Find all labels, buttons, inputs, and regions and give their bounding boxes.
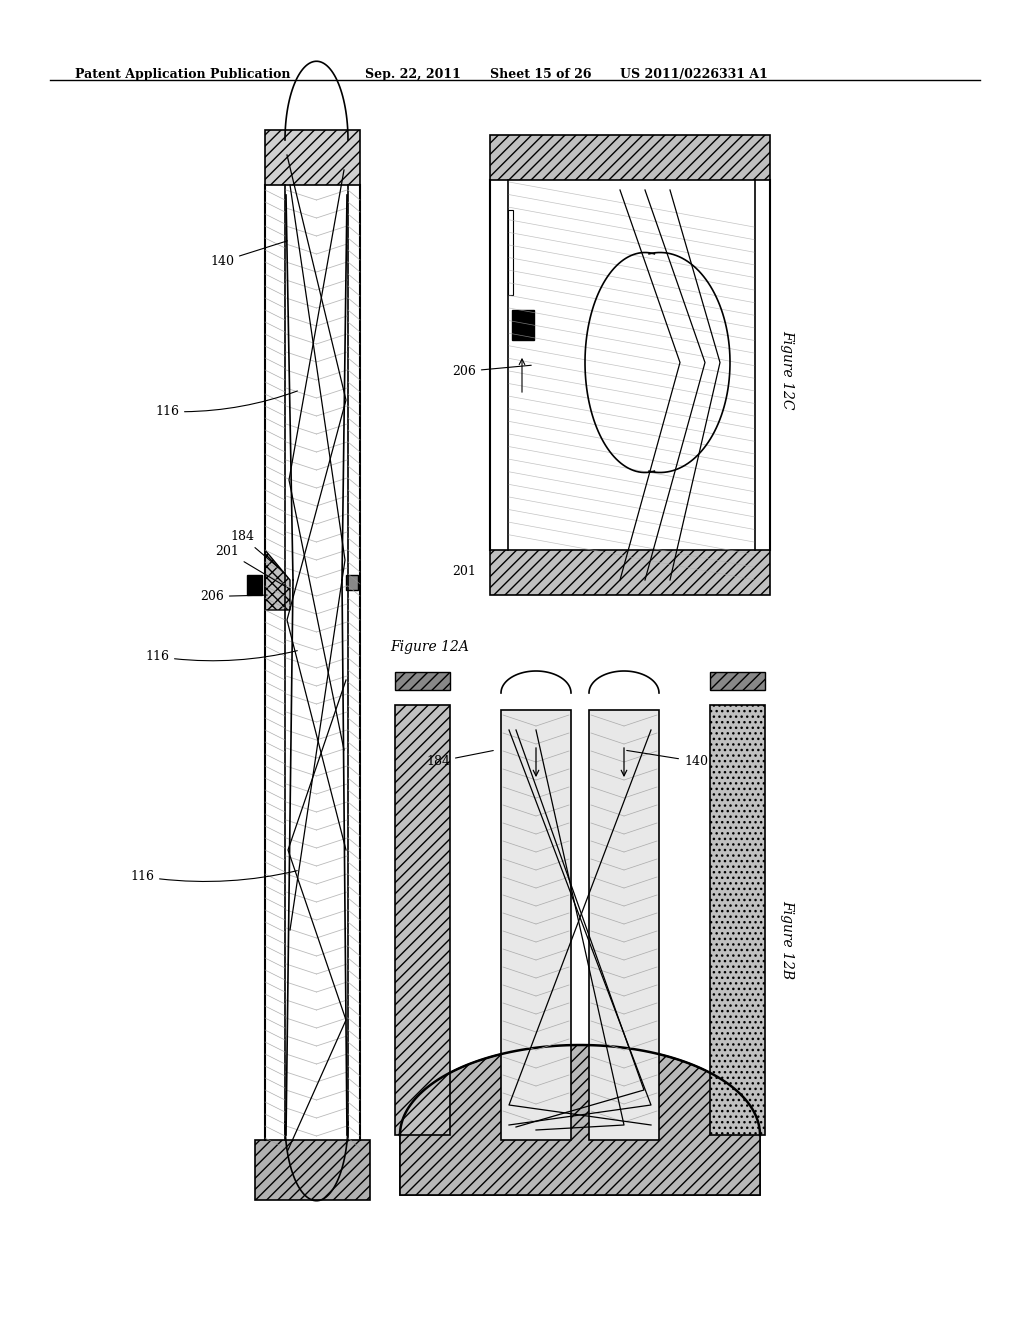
Text: 140: 140 [627, 751, 708, 768]
Bar [395, 705, 450, 1135]
Bar [265, 129, 360, 185]
Text: 116: 116 [155, 391, 297, 418]
Text: Figure 12C: Figure 12C [780, 330, 794, 409]
Bar [255, 1140, 370, 1200]
Bar [346, 576, 358, 590]
Text: 116: 116 [145, 649, 297, 663]
Text: 184: 184 [426, 751, 494, 768]
Text: 140: 140 [210, 240, 288, 268]
Text: US 2011/0226331 A1: US 2011/0226331 A1 [620, 69, 768, 81]
Text: 116: 116 [130, 870, 297, 883]
Bar [710, 705, 765, 1135]
Polygon shape [265, 550, 290, 610]
Bar [490, 135, 770, 180]
Bar [400, 1115, 760, 1195]
Text: Figure 12A: Figure 12A [390, 640, 469, 653]
Polygon shape [400, 1045, 760, 1195]
Text: 206: 206 [452, 366, 531, 378]
Bar [490, 550, 770, 595]
Bar [710, 672, 765, 690]
Bar [501, 710, 571, 1140]
Text: 201: 201 [452, 565, 476, 578]
Text: Patent Application Publication: Patent Application Publication [75, 69, 291, 81]
Text: Sep. 22, 2011: Sep. 22, 2011 [365, 69, 461, 81]
Text: 201: 201 [215, 545, 286, 586]
Bar [247, 576, 262, 595]
Text: Figure 12B: Figure 12B [780, 900, 794, 979]
Bar [395, 672, 450, 690]
Text: Sheet 15 of 26: Sheet 15 of 26 [490, 69, 592, 81]
Bar [589, 710, 659, 1140]
Bar [512, 310, 534, 341]
Bar [508, 210, 513, 294]
Text: 184: 184 [230, 531, 285, 573]
Text: 206: 206 [200, 590, 267, 603]
